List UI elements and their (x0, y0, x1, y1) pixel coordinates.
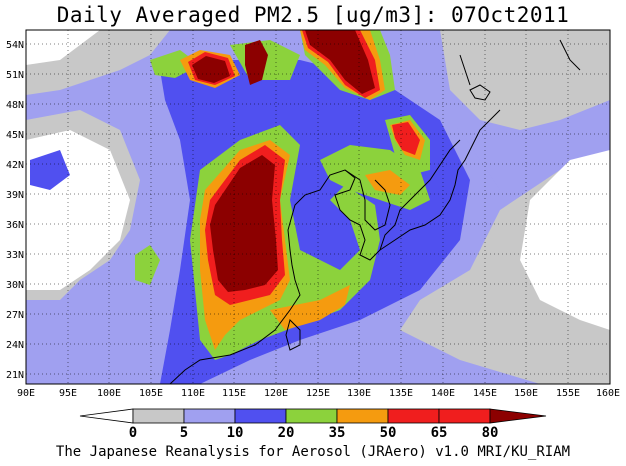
lon-tick-label: 95E (59, 388, 77, 399)
lat-tick-labels: 21N 24N 27N 30N 33N 36N 39N 42N 45N 48N … (6, 40, 24, 381)
contour-0-5 (26, 30, 100, 65)
contour-65-80 (392, 122, 420, 155)
lat-tick-label: 33N (6, 250, 24, 261)
lon-tick-label: 115E (222, 388, 246, 399)
lon-tick-label: 110E (181, 388, 205, 399)
lon-tick-label: 155E (556, 388, 580, 399)
colorbar-labels: 0 5 10 20 35 50 65 80 (129, 425, 499, 441)
map-frame (25, 29, 611, 385)
lat-tick-label: 51N (6, 70, 24, 81)
colorbar-label: 50 (380, 425, 397, 441)
colorbar-label: 65 (431, 425, 448, 441)
contour-0-5 (520, 150, 610, 330)
lon-tick-label: 140E (431, 388, 455, 399)
contour-20-35 (30, 150, 70, 190)
colorbar-label: 10 (227, 425, 244, 441)
lon-tick-label: 135E (389, 388, 413, 399)
lon-tick-labels: 90E 95E 100E 105E 110E 115E 120E 125E 13… (17, 388, 620, 399)
colorbar-label: 35 (329, 425, 346, 441)
lat-tick-label: 45N (6, 130, 24, 141)
colorbar-segment-65-80b (438, 408, 491, 424)
colorbar-segment-10-20 (183, 408, 236, 424)
coastline-korea (344, 169, 391, 231)
lon-tick-label: 145E (473, 388, 497, 399)
colorbar-segment-20-35 (234, 408, 287, 424)
colorbar-segment-5-10 (132, 408, 185, 424)
lat-tick-label: 54N (6, 40, 24, 51)
lat-tick-label: 39N (6, 190, 24, 201)
colorbar-segment-65-80 (387, 408, 440, 424)
grid-lines (26, 30, 610, 384)
contour-above-80 (305, 30, 375, 94)
colorbar-segment-0-5 (79, 408, 134, 424)
coastline-sakhalin (459, 54, 471, 86)
chart-title: Daily Averaged PM2.5 [ug/m3]: 07Oct2011 (56, 3, 570, 27)
coastline-kamchatka (559, 39, 581, 71)
lon-tick-label: 150E (514, 388, 538, 399)
coastlines (169, 39, 581, 384)
lat-tick-label: 42N (6, 160, 24, 171)
lat-tick-label: 24N (6, 340, 24, 351)
lon-tick-label: 130E (347, 388, 371, 399)
contour-35-50 (135, 245, 160, 285)
colorbar-label: 0 (129, 425, 137, 441)
lat-tick-label: 30N (6, 280, 24, 291)
lat-tick-label: 36N (6, 220, 24, 231)
lat-tick-label: 48N (6, 100, 24, 111)
lat-tick-label: 21N (6, 370, 24, 381)
colorbar-label: 5 (180, 425, 188, 441)
lat-tick-label: 27N (6, 310, 24, 321)
footer-credit: The Japanese Reanalysis for Aerosol (JRA… (55, 444, 571, 460)
lon-tick-label: 105E (139, 388, 163, 399)
lon-tick-label: 100E (97, 388, 121, 399)
colorbar-segment-50-65 (336, 408, 389, 424)
contour-above-80 (210, 155, 278, 292)
coastline-taiwan (285, 319, 301, 351)
coastline-japan (379, 109, 501, 251)
coastline-hokkaido (469, 84, 491, 101)
lon-tick-label: 125E (306, 388, 330, 399)
colorbar-segment-above-80 (489, 408, 547, 424)
coastline-china (169, 139, 461, 384)
colorbar-segment-35-50 (285, 408, 338, 424)
contour-50-65 (365, 170, 410, 195)
lon-tick-label: 160E (596, 388, 620, 399)
colorbar-label: 20 (278, 425, 295, 441)
colorbar (79, 408, 547, 424)
lon-tick-label: 90E (17, 388, 35, 399)
lon-tick-label: 120E (264, 388, 288, 399)
colorbar-label: 80 (482, 425, 499, 441)
contour-50-65 (270, 285, 350, 330)
contour-above-80 (192, 56, 230, 83)
